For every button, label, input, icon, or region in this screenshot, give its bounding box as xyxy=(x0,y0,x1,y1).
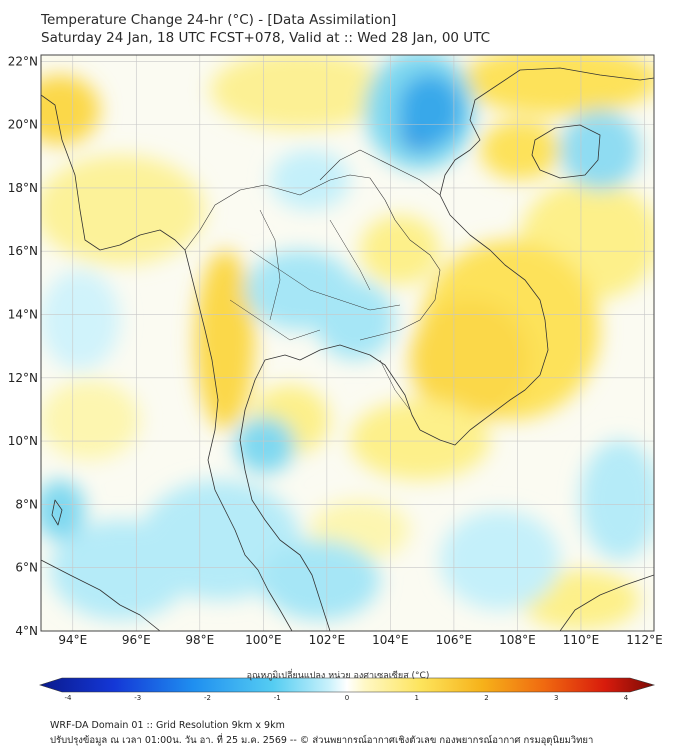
lon-tick-label: 110°E xyxy=(563,633,600,647)
lat-tick-label: 6°N xyxy=(15,561,38,575)
colorbar: -4 -3 -2 -1 0 1 2 3 4 xyxy=(39,677,656,702)
y-axis-labels: 4°N 6°N 8°N 10°N 12°N 14°N 16°N 18°N 20°N 22°N xyxy=(8,54,38,638)
lon-tick-label: 104°E xyxy=(372,633,409,647)
colorbar-tick-label: -3 xyxy=(134,694,141,702)
colorbar-tick-label: 4 xyxy=(624,694,629,702)
footer-model-info: WRF-DA Domain 01 :: Grid Resolution 9km … xyxy=(50,720,285,731)
lon-tick-label: 94°E xyxy=(58,633,87,647)
temperature-field xyxy=(41,55,654,631)
lat-tick-label: 18°N xyxy=(8,181,38,195)
border-internal-1 xyxy=(249,249,401,311)
lon-tick-label: 108°E xyxy=(499,633,536,647)
colorbar-tick-label: -2 xyxy=(204,694,211,702)
coast-myanmar xyxy=(41,94,219,461)
lon-tick-label: 100°E xyxy=(245,633,282,647)
lon-tick-label: 106°E xyxy=(436,633,473,647)
lon-tick-label: 96°E xyxy=(122,633,151,647)
lat-tick-label: 22°N xyxy=(8,54,38,68)
coast-vietnam xyxy=(419,89,549,446)
border-thai-myanmar xyxy=(184,174,441,341)
border-internal-2 xyxy=(229,299,321,341)
colorbar-tick-label: 1 xyxy=(415,694,419,702)
lon-tick-label: 112°E xyxy=(626,633,663,647)
border-internal-5 xyxy=(379,359,411,411)
island-andaman xyxy=(51,499,63,526)
footer-credit: ปรับปรุงข้อมูล ณ เวลา 01:00น. วัน อา. ที… xyxy=(50,735,594,746)
chart-title: Temperature Change 24-hr (°C) - [Data As… xyxy=(41,12,397,28)
colorbar-tick-label: 2 xyxy=(484,694,488,702)
lat-tick-label: 8°N xyxy=(15,497,38,511)
lon-tick-label: 102°E xyxy=(309,633,346,647)
coast-peninsula-west xyxy=(207,459,293,631)
lat-tick-label: 12°N xyxy=(8,371,38,385)
lat-tick-label: 20°N xyxy=(8,118,38,132)
lat-tick-label: 4°N xyxy=(15,624,38,638)
coast-peninsula-east xyxy=(239,344,421,631)
colorbar-label: อุณหภูมิเปลี่ยนแปลง หน่วย องศาเซลเซียส (… xyxy=(246,671,430,681)
colorbar-tick-label: 0 xyxy=(345,694,349,702)
coast-borneo xyxy=(559,574,654,631)
colorbar-tick-label: -1 xyxy=(274,694,281,702)
colorbar-tick-label: -4 xyxy=(65,694,73,702)
border-internal-4 xyxy=(329,219,371,291)
lat-tick-label: 14°N xyxy=(8,308,38,322)
lat-tick-label: 10°N xyxy=(8,434,38,448)
lat-tick-label: 16°N xyxy=(8,244,38,258)
border-internal-3 xyxy=(259,209,281,321)
graticule xyxy=(41,55,654,631)
lon-tick-label: 98°E xyxy=(185,633,214,647)
plot-frame xyxy=(40,54,655,632)
coast-china xyxy=(489,67,654,91)
coast-sumatra xyxy=(41,559,161,631)
coastlines xyxy=(41,67,654,631)
chart-subtitle: Saturday 24 Jan, 18 UTC FCST+078, Valid … xyxy=(41,30,491,46)
x-axis-labels: 94°E 96°E 98°E 100°E 102°E 104°E 106°E 108°E 110… xyxy=(58,633,662,647)
border-laos-vietnam xyxy=(319,149,441,196)
coast-hainan xyxy=(531,124,601,179)
colorbar-tick-label: 3 xyxy=(554,694,558,702)
